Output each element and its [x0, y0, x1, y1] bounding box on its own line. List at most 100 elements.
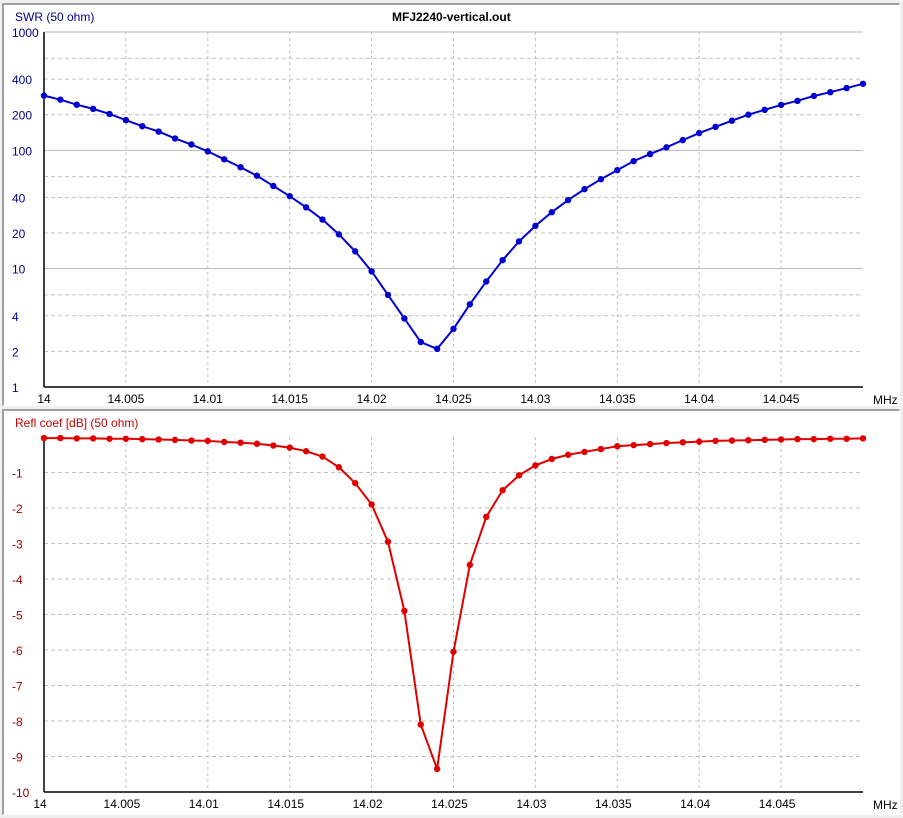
data-point [220, 156, 228, 163]
y-tick-label: 10 [12, 263, 26, 277]
data-point [237, 439, 244, 446]
data-point [466, 561, 474, 568]
data-point [417, 338, 424, 346]
data-point [696, 438, 703, 445]
y-tick-label: 200 [12, 109, 32, 123]
x-tick-label: 14.015 [267, 797, 304, 811]
data-point [859, 80, 867, 87]
data-point [810, 435, 818, 443]
data-point [843, 84, 850, 92]
refl-series-line [40, 434, 867, 773]
data-point [286, 444, 293, 451]
y-tick-label: -2 [12, 502, 23, 516]
refl-y-axis-label: Refl coef [dB] (50 ohm) [15, 416, 138, 430]
x-tick-label: 14.015 [271, 392, 308, 406]
data-point [564, 196, 572, 204]
data-point [352, 248, 359, 255]
data-point [417, 721, 424, 728]
data-point [712, 437, 719, 445]
swr-y-axis-label: SWR (50 ohm) [15, 10, 94, 24]
data-point [679, 439, 687, 446]
data-point [761, 106, 768, 114]
data-point [614, 443, 621, 450]
data-point [188, 141, 195, 148]
y-tick-label: -5 [12, 609, 23, 623]
data-point [646, 440, 654, 448]
swr-x-unit-label: MHz [873, 393, 898, 406]
data-point [401, 607, 408, 615]
data-point [155, 128, 162, 135]
data-point [204, 148, 211, 155]
refl-grid [43, 437, 863, 793]
data-point [728, 437, 736, 444]
data-point [663, 439, 670, 447]
data-point [433, 765, 441, 773]
data-point [57, 96, 64, 103]
swr-chart: SWR (50 ohm) MFJ2240-vertical.out 1000 40… [12, 10, 898, 406]
data-point [220, 438, 228, 446]
y-tick-label: -7 [12, 680, 23, 694]
data-point [253, 440, 261, 447]
data-point [597, 176, 605, 183]
swr-grid [43, 31, 863, 388]
data-point [696, 129, 703, 137]
data-point [384, 538, 392, 545]
refl-y-ticks: -1 -2 -3 -4 -5 -6 -7 -8 -9 -10 [12, 467, 30, 801]
y-tick-label: -4 [12, 573, 23, 587]
data-point [548, 455, 555, 463]
refl-x-unit-label: MHz [873, 798, 898, 812]
y-tick-label: -3 [12, 538, 23, 552]
x-tick-label: 14.02 [353, 797, 383, 811]
data-point [630, 441, 637, 449]
data-point [155, 436, 162, 443]
x-tick-label: 14.045 [759, 797, 796, 811]
data-point [745, 111, 752, 118]
data-point [761, 436, 768, 444]
refl-x-ticks: 14 14.005 14.01 14.015 14.02 14.025 14.03 14.03… [33, 797, 795, 811]
x-tick-label: 14.04 [680, 797, 710, 811]
y-tick-label: 1000 [12, 26, 39, 40]
x-tick-label: 14.02 [357, 392, 387, 406]
data-point [777, 101, 785, 109]
data-point [401, 315, 408, 322]
data-point [89, 435, 97, 442]
y-tick-label: -8 [12, 715, 23, 729]
data-point [188, 437, 195, 444]
y-tick-label: 400 [12, 73, 32, 87]
data-point [581, 448, 588, 456]
x-tick-label: 14.03 [516, 797, 546, 811]
data-point [319, 453, 326, 460]
x-tick-label: 14.005 [104, 797, 141, 811]
data-point [515, 238, 523, 245]
swr-chart-panel: SWR (50 ohm) MFJ2240-vertical.out 1000 40… [2, 3, 900, 406]
x-tick-label: 14.035 [595, 797, 632, 811]
data-point [319, 216, 326, 223]
swr-y-ticks: 1000 400 200 100 40 20 10 4 2 1 [12, 26, 39, 395]
data-point [89, 105, 97, 113]
y-tick-label: 20 [12, 227, 26, 241]
data-point [368, 501, 375, 508]
x-tick-label: 14.025 [431, 797, 468, 811]
data-point [237, 164, 244, 171]
y-tick-label: 40 [12, 191, 26, 205]
data-point [122, 116, 130, 124]
data-point [728, 117, 736, 124]
data-point [499, 487, 506, 494]
refl-coef-chart: Refl coef [dB] (50 ohm) -1 -2 -3 -4 -5 -6 -7 -8… [12, 416, 898, 812]
x-tick-label: 14.04 [684, 392, 714, 406]
data-point [827, 435, 834, 442]
data-point [73, 435, 80, 442]
data-point [122, 435, 130, 442]
x-tick-label: 14 [33, 797, 47, 811]
data-point [515, 472, 523, 479]
y-tick-label: -6 [12, 644, 23, 658]
data-point [204, 437, 211, 445]
data-point [302, 204, 310, 211]
data-point [171, 135, 179, 142]
data-point [614, 166, 621, 174]
data-point [777, 436, 785, 443]
data-point [794, 435, 801, 443]
data-point [581, 185, 588, 193]
data-point [270, 442, 277, 449]
data-point [106, 435, 113, 442]
